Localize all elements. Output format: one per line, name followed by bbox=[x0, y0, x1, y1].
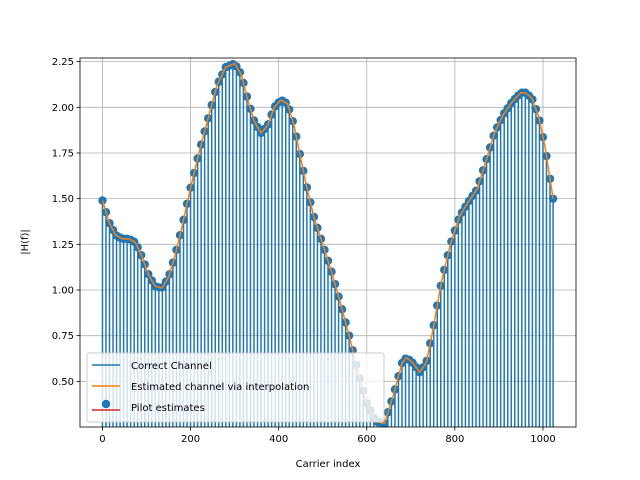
legend-label-estimated-channel: Estimated channel via interpolation bbox=[131, 382, 309, 393]
pilot-marker bbox=[98, 196, 107, 205]
y-tick-label: 1.50 bbox=[52, 194, 74, 205]
x-tick-label: 600 bbox=[357, 434, 376, 445]
y-tick-label: 1.25 bbox=[52, 240, 74, 251]
legend-box bbox=[86, 352, 385, 423]
legend-marker-pilot-estimates bbox=[101, 399, 111, 409]
x-tick-label: 200 bbox=[181, 434, 200, 445]
y-tick-label: 2.00 bbox=[52, 103, 74, 114]
x-tick-label: 400 bbox=[269, 434, 288, 445]
estimated-channel-path bbox=[101, 62, 554, 425]
x-tick-label: 0 bbox=[99, 434, 105, 445]
y-axis-label: |H(f)| bbox=[20, 229, 31, 255]
y-tick-label: 2.25 bbox=[52, 57, 74, 68]
y-tick-label: 1.00 bbox=[52, 285, 74, 296]
y-tick-label: 0.50 bbox=[52, 377, 74, 388]
legend-label-correct-channel: Correct Channel bbox=[131, 361, 212, 372]
y-tick-label: 0.75 bbox=[52, 331, 74, 342]
y-tick-label: 1.75 bbox=[52, 148, 74, 159]
estimated-channel-line bbox=[101, 62, 554, 425]
plot-frame bbox=[79, 57, 577, 428]
legend-label-pilot-estimates: Pilot estimates bbox=[131, 403, 205, 414]
x-tick-label: 1000 bbox=[530, 434, 555, 445]
legend: Correct Channel Estimated channel via in… bbox=[86, 352, 385, 423]
axis-ticks: 0 200 400 600 800 1000 0.50 0.75 1.00 1.25 1.50 1.7… bbox=[52, 57, 556, 445]
x-axis-label: Carrier index bbox=[296, 459, 361, 470]
x-tick-label: 800 bbox=[445, 434, 464, 445]
